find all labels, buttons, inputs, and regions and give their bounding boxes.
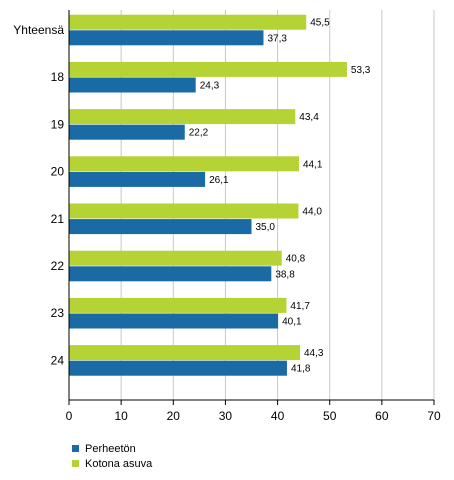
category-label-7: 24: [51, 353, 65, 367]
x-tick-label-70: 70: [427, 409, 441, 423]
bar-perheeton-1: [69, 77, 196, 93]
data-labels: 45,5 37,3 53,3 24,3 43,4 22,2 44,1 26,1 44,0 35,0…: [189, 18, 371, 375]
category-label-6: 23: [51, 306, 65, 320]
bar-kotona-asuva-5: [69, 250, 282, 266]
x-tick-label-20: 20: [167, 409, 181, 423]
bar-perheeton-4: [69, 219, 252, 235]
bar-kotona-asuva-7: [69, 345, 300, 361]
legend-item-kotona-asuva: Kotona asuva: [72, 456, 152, 471]
bar-kotona-asuva-1: [69, 61, 347, 77]
data-label-kotona-asuva-1: 53,3: [351, 65, 371, 76]
data-label-kotona-asuva-6: 41,7: [290, 301, 310, 312]
bar-perheeton-7: [69, 360, 287, 376]
data-label-perheeton-6: 40,1: [282, 317, 302, 328]
data-label-perheeton-3: 26,1: [209, 175, 229, 186]
x-tick-label-0: 0: [66, 409, 73, 423]
category-label-4: 21: [51, 212, 65, 226]
legend-item-perheeton: Perheetön: [72, 441, 152, 456]
bar-perheeton-0: [69, 30, 264, 46]
bar-kotona-asuva-6: [69, 297, 287, 313]
data-label-kotona-asuva-0: 45,5: [310, 18, 330, 29]
data-label-kotona-asuva-4: 44,0: [302, 207, 322, 218]
bar-perheeton-2: [69, 124, 185, 140]
bar-chart: 45,5 37,3 53,3 24,3 43,4 22,2 44,1 26,1 44,0 35,0…: [13, 10, 441, 423]
bar-kotona-asuva-3: [69, 156, 299, 172]
data-label-kotona-asuva-2: 43,4: [299, 112, 319, 123]
category-labels: Yhteensä 18 19 20 21 22 23 24: [13, 23, 64, 367]
x-tick-label-40: 40: [271, 409, 285, 423]
data-label-kotona-asuva-3: 44,1: [303, 159, 323, 170]
x-tick-label-10: 10: [114, 409, 128, 423]
data-label-kotona-asuva-5: 40,8: [286, 254, 306, 265]
category-label-1: 18: [51, 70, 65, 84]
legend-label-kotona-asuva: Kotona asuva: [85, 457, 153, 470]
x-tick-label-60: 60: [375, 409, 389, 423]
data-label-perheeton-2: 22,2: [189, 128, 209, 139]
data-label-perheeton-1: 24,3: [200, 81, 220, 92]
data-label-perheeton-7: 41,8: [291, 364, 311, 375]
category-label-2: 19: [51, 117, 65, 131]
data-label-kotona-asuva-7: 44,3: [304, 348, 324, 359]
bar-perheeton-6: [69, 313, 279, 329]
category-label-3: 20: [51, 165, 65, 179]
category-label-5: 22: [51, 259, 65, 273]
legend-label-perheeton: Perheetön: [85, 442, 136, 455]
bar-kotona-asuva-0: [69, 14, 307, 30]
legend: Perheetön Kotona asuva: [72, 441, 152, 471]
data-label-perheeton-4: 35,0: [256, 222, 276, 233]
x-tick-label-30: 30: [219, 409, 233, 423]
x-tick-label-50: 50: [323, 409, 337, 423]
bar-kotona-asuva-2: [69, 109, 296, 125]
bar-kotona-asuva-4: [69, 203, 299, 219]
x-axis: 0 10 20 30 40 50 60 70: [66, 10, 441, 423]
bar-perheeton-5: [69, 266, 272, 282]
legend-swatch-perheeton: [72, 445, 79, 452]
legend-swatch-kotona-asuva: [72, 460, 79, 467]
data-label-perheeton-0: 37,3: [267, 33, 287, 44]
bars: [69, 14, 347, 376]
bar-perheeton-3: [69, 171, 206, 187]
data-label-perheeton-5: 38,8: [275, 269, 295, 280]
category-label-0: Yhteensä: [13, 23, 64, 37]
